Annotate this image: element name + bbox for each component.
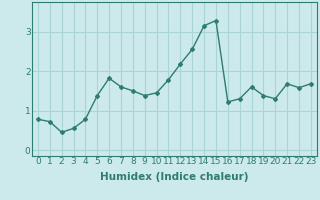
X-axis label: Humidex (Indice chaleur): Humidex (Indice chaleur) <box>100 172 249 182</box>
